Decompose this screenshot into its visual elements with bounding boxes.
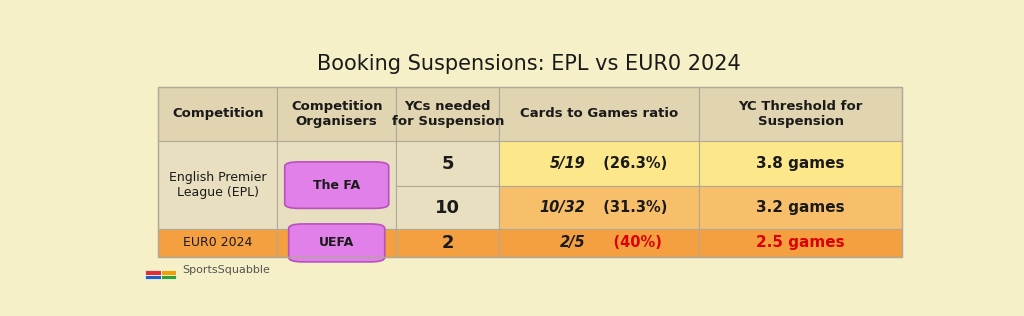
Text: (31.3%): (31.3%) <box>593 200 668 215</box>
Bar <box>396 186 500 229</box>
FancyBboxPatch shape <box>285 162 389 208</box>
Text: 2: 2 <box>441 234 454 252</box>
Bar <box>500 186 699 229</box>
Bar <box>278 87 396 141</box>
Text: Cards to Games ratio: Cards to Games ratio <box>520 107 679 120</box>
Text: Booking Suspensions: EPL vs EUR0 2024: Booking Suspensions: EPL vs EUR0 2024 <box>316 54 740 74</box>
Text: UEFA: UEFA <box>319 236 354 249</box>
Text: SportsSquabble: SportsSquabble <box>182 265 270 275</box>
Bar <box>699 87 902 141</box>
Text: YCs needed
for Suspension: YCs needed for Suspension <box>391 100 504 128</box>
Bar <box>158 87 902 257</box>
Text: 5/19: 5/19 <box>549 156 585 171</box>
Text: 10/32: 10/32 <box>540 200 585 215</box>
Bar <box>396 87 500 141</box>
Bar <box>500 141 699 186</box>
Bar <box>145 275 161 279</box>
Bar <box>158 141 278 229</box>
Text: EUR0 2024: EUR0 2024 <box>183 236 252 249</box>
Bar <box>278 229 396 257</box>
Text: English Premier
League (EPL): English Premier League (EPL) <box>169 171 266 199</box>
Bar <box>500 229 699 257</box>
Text: 2.5 games: 2.5 games <box>757 235 845 250</box>
Text: 10: 10 <box>435 199 461 217</box>
Text: Competition
Organisers: Competition Organisers <box>291 100 383 128</box>
Bar <box>699 186 902 229</box>
Text: The FA: The FA <box>313 179 360 191</box>
Bar <box>158 87 278 141</box>
Text: Competition: Competition <box>172 107 263 120</box>
Text: 2/5: 2/5 <box>559 235 585 250</box>
Bar <box>396 229 500 257</box>
Text: YC Threshold for
Suspension: YC Threshold for Suspension <box>738 100 863 128</box>
Bar <box>158 229 278 257</box>
Bar <box>699 229 902 257</box>
Text: 3.2 games: 3.2 games <box>757 200 845 215</box>
Bar <box>161 270 176 275</box>
Text: (40%): (40%) <box>593 235 662 250</box>
Bar <box>500 87 699 141</box>
Text: 5: 5 <box>441 155 454 173</box>
Text: 3.8 games: 3.8 games <box>757 156 845 171</box>
Bar <box>396 141 500 186</box>
Bar <box>278 141 396 229</box>
Bar <box>699 141 902 186</box>
FancyBboxPatch shape <box>289 224 385 262</box>
Text: (26.3%): (26.3%) <box>593 156 668 171</box>
Bar <box>145 270 161 275</box>
Bar <box>161 275 176 279</box>
